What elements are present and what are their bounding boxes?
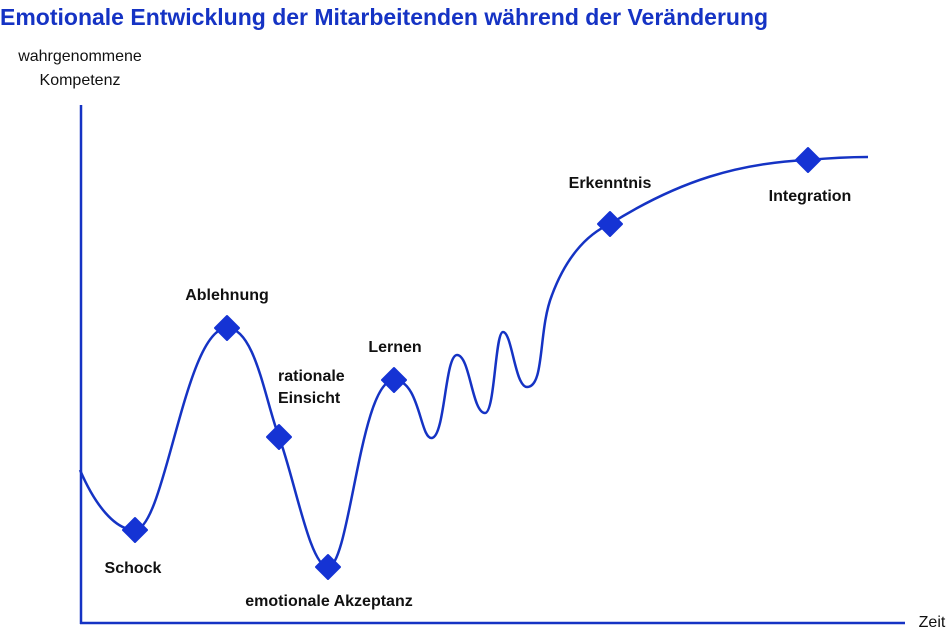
node-label: Lernen [368, 339, 421, 356]
change-curve [78, 155, 869, 569]
node-label: Ablehnung [185, 287, 269, 304]
milestone-marker [122, 517, 148, 543]
milestone-marker [266, 424, 292, 450]
node-label: Erkenntnis [569, 175, 652, 192]
milestone-marker [381, 367, 407, 393]
milestone-marker [214, 315, 240, 341]
node-label: emotionale Akzeptanz [245, 593, 412, 610]
milestone-marker [315, 554, 341, 580]
y-axis-label: Kompetenz [40, 72, 121, 89]
title: Emotionale Entwicklung der Mitarbeitende… [0, 4, 768, 30]
x-axis-label: Zeit [919, 614, 946, 630]
milestone-marker [597, 211, 623, 237]
node-label: Schock [105, 560, 162, 577]
y-axis-label: wahrgenommene [17, 48, 142, 65]
node-label: Einsicht [278, 390, 341, 407]
node-label: Integration [769, 188, 852, 205]
milestone-marker [795, 147, 821, 173]
node-label: rationale [278, 368, 345, 385]
